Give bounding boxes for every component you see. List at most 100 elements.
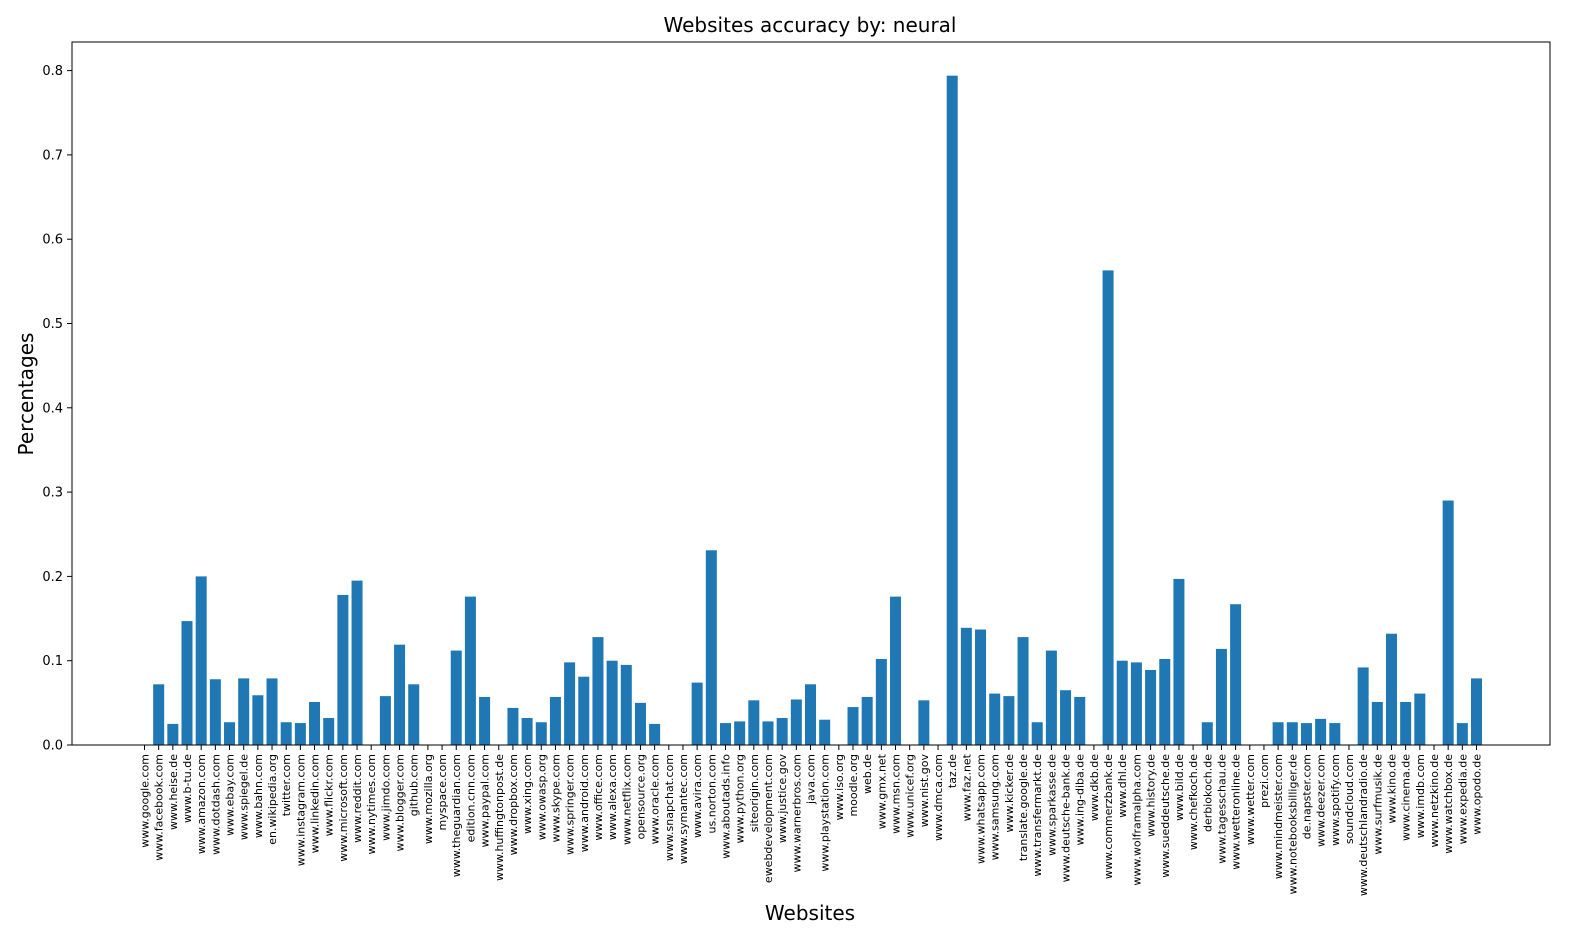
x-tick-label: www.deutsche-bank.de [1060, 754, 1073, 883]
y-axis-label: Percentages [14, 333, 38, 456]
bar [1116, 660, 1128, 745]
x-tick-label: www.huffingtonpost.de [493, 754, 506, 881]
bar [1230, 604, 1242, 745]
bar [1215, 648, 1227, 745]
x-tick-label: www.python.org [734, 754, 747, 844]
bar [1045, 650, 1057, 745]
x-tick-label: www.nytimes.com [365, 754, 378, 855]
bar [975, 629, 987, 745]
bar [195, 576, 207, 745]
x-tick-label: www.history.de [1145, 754, 1158, 837]
x-tick-label: www.ing-diba.de [1074, 754, 1087, 846]
bar [479, 696, 491, 745]
bar [1145, 669, 1157, 745]
bar [394, 644, 406, 745]
bar [805, 684, 816, 745]
x-tick-label: www.justice.gov [776, 754, 789, 844]
x-tick-label: translate.google.de [1017, 754, 1030, 861]
x-tick-label: www.dmca.com [932, 754, 945, 841]
x-tick-label: java.com [805, 754, 818, 805]
bar [1159, 659, 1171, 745]
bar [266, 678, 278, 745]
x-tick-label: www.netflix.com [620, 754, 633, 845]
bar [1414, 693, 1426, 745]
x-tick-label: www.wetteronline.de [1230, 754, 1243, 870]
x-tick-label: www.linkedin.com [309, 754, 322, 853]
x-tick-label: www.ebay.com [224, 754, 237, 836]
bar [564, 662, 576, 745]
x-tick-label: www.reddit.com [351, 754, 364, 843]
bar [181, 621, 193, 745]
bar [578, 676, 590, 745]
x-tick-label: www.google.com [139, 754, 152, 848]
bar [890, 596, 902, 745]
bar [1017, 637, 1029, 745]
x-tick-label: www.deezer.com [1315, 754, 1328, 847]
x-tick-label: www.theguardian.com [450, 754, 463, 877]
y-tick-label: 0.4 [42, 401, 63, 416]
x-tick-label: www.springer.com [564, 754, 577, 855]
bar [535, 722, 547, 745]
x-tick-label: www.faz.net [960, 753, 973, 821]
bar [989, 693, 1001, 745]
x-tick-label: www.spiegel.de [238, 754, 251, 840]
bar [280, 722, 292, 745]
bar [1315, 718, 1327, 745]
bar [734, 721, 746, 745]
x-tick-label: www.surfmusik.de [1371, 754, 1384, 855]
x-tick-label: www.dropbox.com [507, 754, 520, 855]
x-tick-label: siteorigin.com [748, 754, 761, 832]
bar [1442, 500, 1454, 745]
x-tick-label: edition.cnn.com [464, 754, 477, 842]
x-tick-label: www.bild.de [1173, 754, 1186, 821]
bar [1102, 270, 1114, 745]
x-tick-label: www.alexa.com [606, 754, 619, 840]
bar [379, 696, 391, 745]
x-tick-label: www.chefkoch.de [1187, 754, 1200, 850]
bar [1471, 678, 1482, 745]
x-tick-label: www.office.com [592, 754, 605, 841]
x-tick-label: www.netzkino.de [1428, 754, 1441, 848]
bar [351, 580, 363, 746]
x-tick-label: taz.de [946, 754, 959, 788]
x-tick-label: web.de [861, 754, 874, 794]
x-tick-label: www.microsoft.com [337, 754, 350, 862]
x-tick-label: github.com [408, 754, 421, 816]
bar [1201, 722, 1213, 745]
x-tick-label: prezi.com [1258, 754, 1271, 808]
x-tick-label: soundcloud.com [1343, 754, 1356, 844]
bar [1329, 723, 1341, 745]
bar [167, 723, 179, 745]
x-tick-label: www.wetter.com [1244, 754, 1257, 845]
bar [309, 702, 321, 745]
bar [762, 721, 774, 745]
x-tick-label: www.kicker.de [1003, 754, 1016, 833]
bar [209, 679, 221, 745]
x-tick-label: www.kino.de [1385, 754, 1398, 824]
y-tick-label: 0.2 [42, 570, 63, 585]
bar [294, 723, 306, 745]
x-tick-label: www.sueddeutsche.de [1159, 754, 1172, 878]
bar [649, 723, 661, 745]
x-tick-label: www.amazon.com [195, 754, 208, 854]
bar [946, 75, 958, 745]
bar [1060, 690, 1072, 746]
y-tick-label: 0.5 [42, 317, 63, 332]
x-tick-label: www.instagram.com [294, 754, 307, 866]
bar [620, 664, 632, 745]
x-tick-label: www.tagesschau.de [1215, 754, 1228, 864]
x-tick-label: www.android.com [578, 754, 591, 852]
x-tick-label: www.wolframalpha.com [1130, 754, 1143, 886]
x-tick-label: www.jimdo.com [379, 754, 392, 841]
x-tick-label: twitter.com [280, 754, 293, 816]
bar [1371, 702, 1383, 745]
x-tick-label: www.spotify.com [1329, 754, 1342, 846]
x-tick-label: moodle.org [847, 754, 860, 817]
x-tick-label: www.oracle.com [649, 754, 662, 844]
bar [1400, 702, 1412, 745]
x-tick-label: www.aboutads.info [719, 754, 732, 859]
bar [521, 718, 533, 745]
y-tick-label: 0.1 [42, 654, 63, 669]
bar [1031, 722, 1043, 745]
bar [960, 627, 972, 745]
